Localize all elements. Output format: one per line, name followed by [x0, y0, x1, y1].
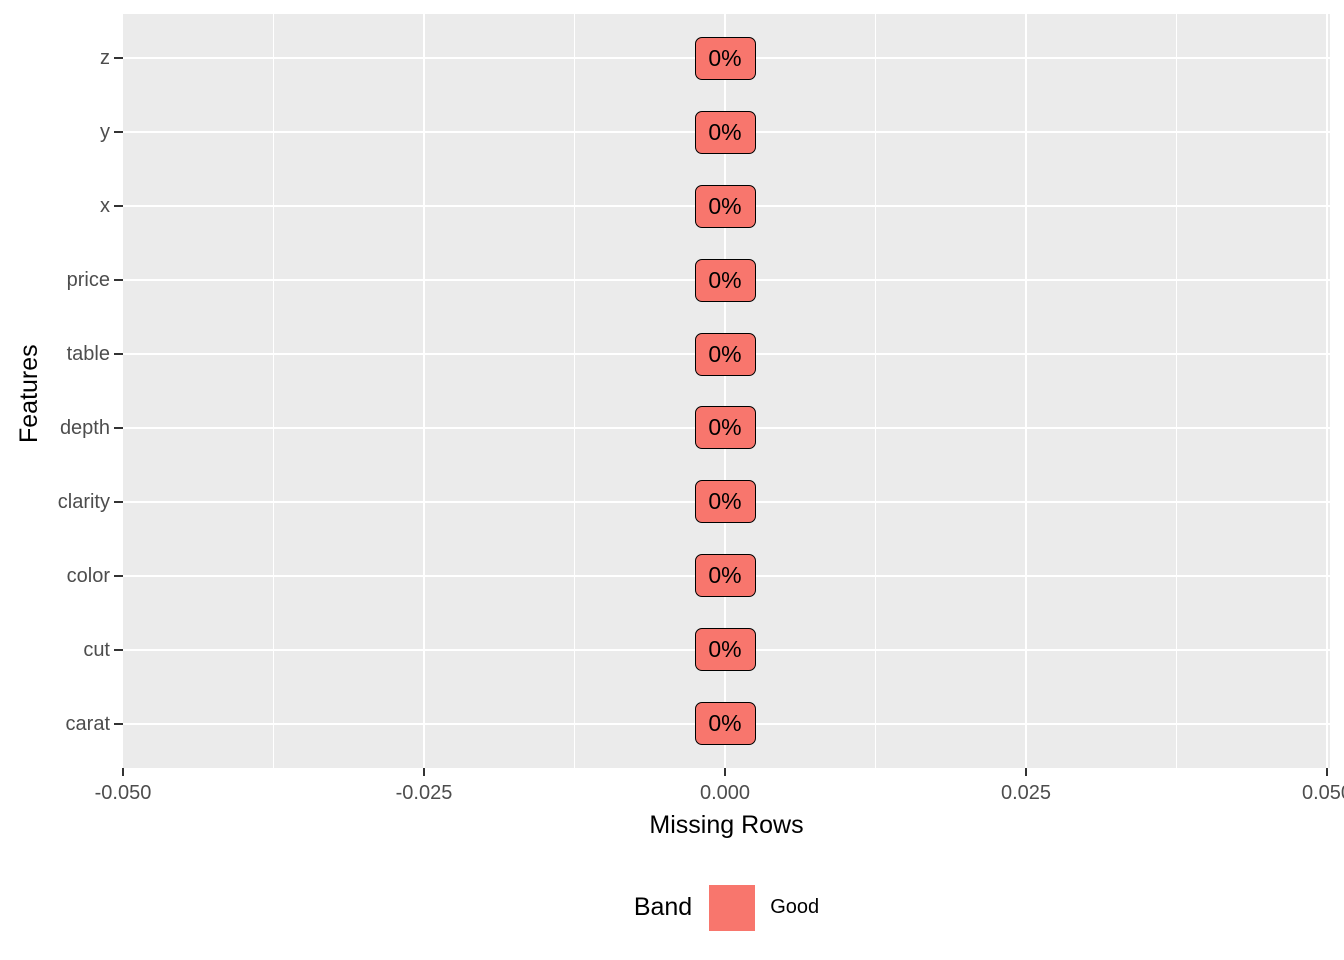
plot-panel: 0% 0% 0% 0% 0% 0% 0% 0% 0% 0% — [123, 14, 1330, 768]
y-tick-mark — [114, 648, 123, 651]
gridline-x-major — [1025, 14, 1027, 768]
y-tick-mark — [114, 353, 123, 356]
missing-pct-label-clarity: 0% — [694, 480, 756, 524]
y-tick-label-z: z — [100, 47, 110, 70]
x-tick-mark — [423, 768, 425, 776]
missing-pct-label-carat: 0% — [694, 702, 756, 746]
gridline-x-minor — [573, 14, 576, 768]
gridline-x-minor — [874, 14, 877, 768]
x-tick-label: -0.050 — [94, 782, 152, 804]
x-tick-label: 0.000 — [699, 782, 751, 804]
y-tick-label-carat: carat — [65, 712, 110, 735]
y-tick-label-table: table — [66, 343, 110, 366]
missing-pct-label-table: 0% — [694, 332, 756, 376]
y-tick-mark — [114, 57, 123, 60]
x-tick-mark — [724, 768, 726, 776]
missing-pct-label-price: 0% — [694, 258, 756, 302]
y-tick-mark — [114, 574, 123, 577]
y-tick-mark — [114, 131, 123, 134]
gridline-x-major — [1326, 14, 1328, 768]
missing-pct-label-depth: 0% — [694, 406, 756, 450]
x-axis-title: Missing Rows — [649, 811, 804, 839]
y-tick-label-cut: cut — [83, 638, 110, 661]
y-tick-label-price: price — [66, 269, 110, 292]
gridline-x-minor — [272, 14, 275, 768]
legend-entry-label: Good — [770, 896, 820, 918]
missing-pct-label-cut: 0% — [694, 628, 756, 672]
gridline-x-major — [724, 14, 726, 768]
missing-pct-label-x: 0% — [694, 184, 756, 228]
x-tick-mark — [1025, 768, 1027, 776]
y-tick-label-y: y — [100, 121, 110, 144]
y-tick-mark — [114, 500, 123, 503]
y-tick-mark — [114, 426, 123, 429]
x-tick-mark — [1326, 768, 1328, 776]
missing-pct-label-color: 0% — [694, 554, 756, 598]
y-tick-label-color: color — [66, 564, 110, 587]
missing-pct-label-z: 0% — [694, 36, 756, 80]
legend-title: Band — [633, 893, 693, 921]
missing-pct-label-y: 0% — [694, 110, 756, 154]
y-tick-mark — [114, 279, 123, 282]
gridline-x-major — [423, 14, 425, 768]
x-tick-mark — [122, 768, 124, 776]
x-tick-label: 0.050 — [1301, 782, 1344, 804]
gridline-x-minor — [1175, 14, 1178, 768]
x-tick-label: -0.025 — [395, 782, 453, 804]
y-tick-label-depth: depth — [59, 416, 110, 439]
y-tick-mark — [114, 722, 123, 725]
y-tick-label-clarity: clarity — [57, 490, 110, 513]
legend-key-good — [709, 884, 756, 931]
y-tick-mark — [114, 205, 123, 208]
x-tick-label: 0.025 — [1000, 782, 1052, 804]
y-tick-label-x: x — [100, 195, 110, 218]
legend: Band Good — [123, 884, 1330, 931]
